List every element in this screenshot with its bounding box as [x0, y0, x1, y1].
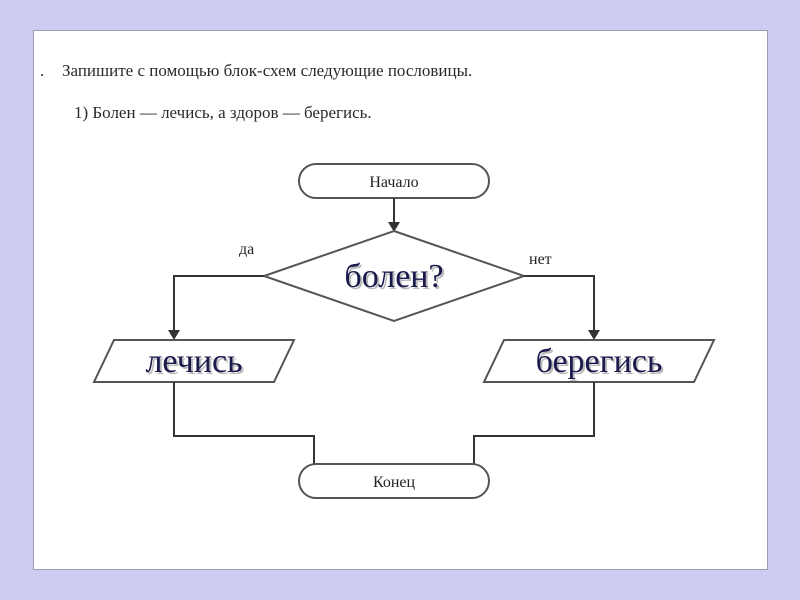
- page-sheet: . Запишите с помощью блок-схем следующие…: [33, 30, 768, 570]
- node-end: Конец: [299, 464, 489, 498]
- edge-no-label: нет: [529, 251, 552, 268]
- node-start: Начало: [299, 164, 489, 198]
- edge-start-decision: [388, 198, 400, 232]
- flowchart-canvas: Начало болен? болен? да нет: [34, 146, 769, 546]
- task-sub-text: 1) Болен — лечись, а здоров — берегись.: [74, 103, 372, 123]
- edge-left-end: [174, 382, 314, 487]
- node-end-label: Конец: [373, 474, 416, 491]
- node-left-io: лечись лечись: [94, 340, 294, 382]
- task-main-text: Запишите с помощью блок-схем следующие п…: [62, 61, 472, 81]
- edge-right-end: [474, 382, 594, 487]
- edge-yes-label: да: [239, 241, 254, 258]
- edge-decision-yes: да: [168, 241, 264, 340]
- node-right-io: берегись берегись: [484, 340, 714, 382]
- node-start-label: Начало: [369, 174, 418, 191]
- node-left-label: лечись: [145, 343, 242, 380]
- node-decision-label: болен?: [344, 258, 443, 295]
- node-right-label: берегись: [536, 343, 663, 380]
- task-number: .: [40, 61, 44, 81]
- node-decision: болен? болен?: [264, 231, 524, 321]
- edge-decision-no: нет: [524, 251, 600, 340]
